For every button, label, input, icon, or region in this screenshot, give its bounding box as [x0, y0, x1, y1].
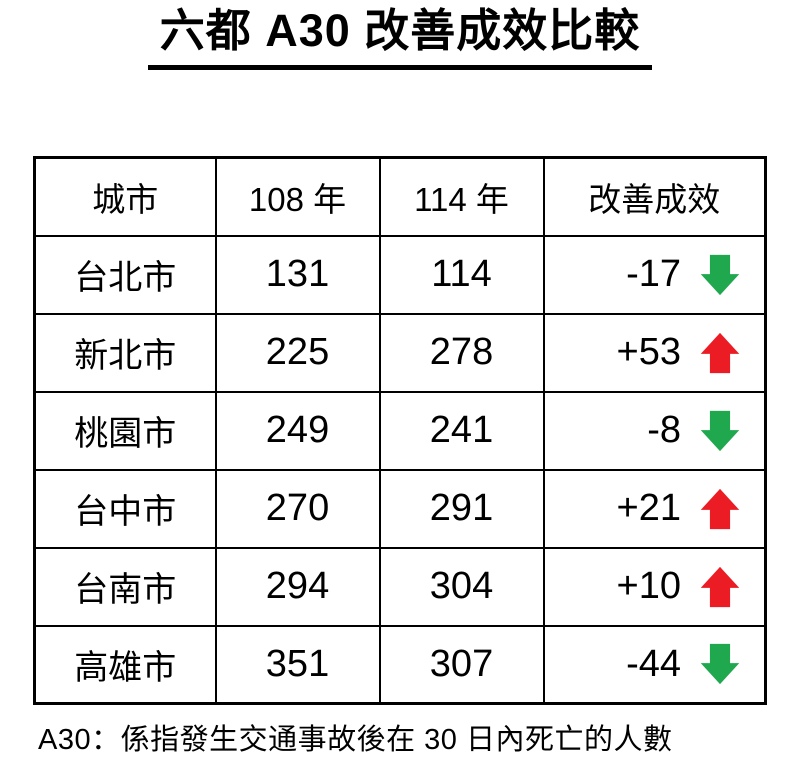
header-row: 城市 108 年 114 年 改善成效	[33, 156, 767, 237]
change-wrap: -17	[545, 237, 765, 313]
cell-change: -8	[542, 390, 767, 471]
cell-year-114: 307	[378, 624, 545, 705]
table-row: 台北市 131 114 -17	[33, 234, 767, 315]
table-body: 台北市 131 114 -17 新北市 225 278 +53 桃園市 249 241 -8 台中市 27…	[33, 234, 767, 705]
change-wrap: -8	[545, 393, 765, 469]
cell-city: 新北市	[33, 312, 217, 393]
cell-year-114: 114	[378, 234, 545, 315]
cell-city: 台北市	[33, 234, 217, 315]
change-value: -17	[626, 253, 681, 295]
cell-year-108: 351	[214, 624, 381, 705]
cell-city: 桃園市	[33, 390, 217, 471]
header-year-114: 114 年	[378, 156, 545, 237]
arrow-up-icon	[700, 488, 740, 529]
cell-city: 高雄市	[33, 624, 217, 705]
header-year-108: 108 年	[214, 156, 381, 237]
cell-change: -17	[542, 234, 767, 315]
cell-change: -44	[542, 624, 767, 705]
cell-year-114: 241	[378, 390, 545, 471]
cell-year-108: 270	[214, 468, 381, 549]
table-header: 城市 108 年 114 年 改善成效	[33, 156, 767, 237]
change-value: +53	[616, 331, 681, 373]
change-wrap: -44	[545, 627, 765, 703]
cell-year-108: 249	[214, 390, 381, 471]
cell-change: +53	[542, 312, 767, 393]
table-row: 新北市 225 278 +53	[33, 312, 767, 393]
table-row: 台中市 270 291 +21	[33, 468, 767, 549]
change-value: -44	[626, 642, 681, 685]
footnote: A30：係指發生交通事故後在 30 日內死亡的人數	[38, 724, 673, 756]
change-wrap: +10	[545, 549, 765, 625]
cell-year-108: 131	[214, 234, 381, 315]
page-title: 六都 A30 改善成效比較	[147, 4, 653, 70]
table-row: 桃園市 249 241 -8	[33, 390, 767, 471]
arrow-down-icon	[700, 644, 740, 685]
cell-year-108: 225	[214, 312, 381, 393]
cell-city: 台南市	[33, 546, 217, 627]
arrow-up-icon	[700, 332, 740, 373]
arrow-down-icon	[700, 254, 740, 295]
cell-change: +10	[542, 546, 767, 627]
cell-year-108: 294	[214, 546, 381, 627]
cell-year-114: 278	[378, 312, 545, 393]
arrow-up-icon	[700, 566, 740, 607]
cell-city: 台中市	[33, 468, 217, 549]
table-row: 台南市 294 304 +10	[33, 546, 767, 627]
cell-change: +21	[542, 468, 767, 549]
header-improvement: 改善成效	[542, 156, 767, 237]
cell-year-114: 291	[378, 468, 545, 549]
change-wrap: +21	[545, 471, 765, 547]
table-row: 高雄市 351 307 -44	[33, 624, 767, 705]
change-wrap: +53	[545, 315, 765, 391]
change-value: +10	[616, 565, 681, 607]
title-wrap: 六都 A30 改善成效比較	[0, 4, 800, 70]
header-city: 城市	[33, 156, 217, 237]
arrow-down-icon	[700, 410, 740, 451]
comparison-table: 城市 108 年 114 年 改善成效 台北市 131 114 -17 新北市 225 27…	[33, 156, 767, 705]
change-value: -8	[647, 409, 681, 451]
change-value: +21	[616, 487, 681, 529]
cell-year-114: 304	[378, 546, 545, 627]
